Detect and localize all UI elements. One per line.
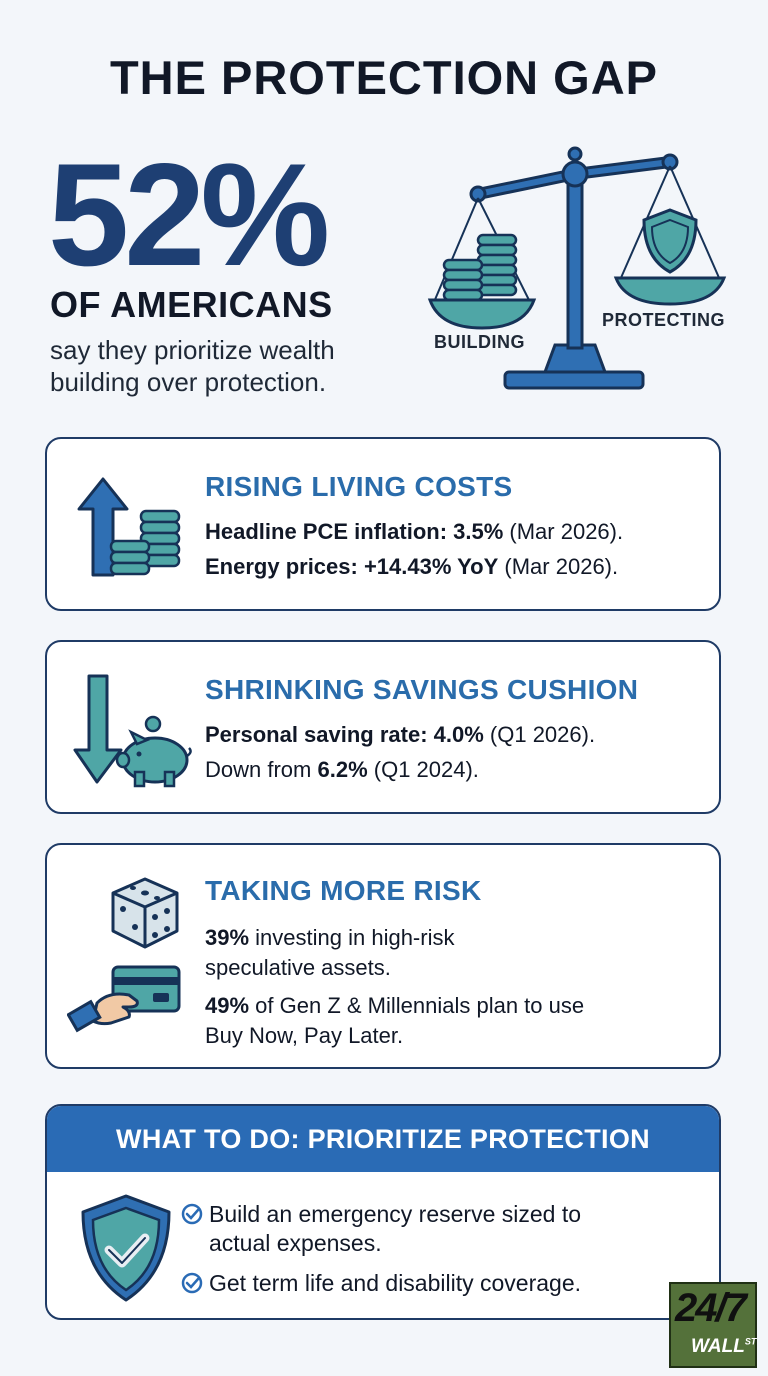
card-line: Personal saving rate: 4.0% (Q1 2026). <box>205 722 596 747</box>
card-line: speculative assets. <box>205 955 391 980</box>
shield-check-icon <box>77 1192 175 1309</box>
card-line: Buy Now, Pay Later. <box>205 1023 404 1048</box>
check-circle-icon <box>181 1203 203 1225</box>
card-rising-living-costs: RISING LIVING COSTS Headline PCE inflati… <box>45 437 721 611</box>
action-box: WHAT TO DO: PRIORITIZE PROTECTION Build … <box>45 1104 721 1320</box>
arrow-up-coins-icon <box>77 475 189 590</box>
card-line: 49% of Gen Z & Millennials plan to use <box>205 993 585 1018</box>
check-circle-icon <box>181 1272 203 1294</box>
hero-description: say they prioritize wealth building over… <box>50 335 335 397</box>
hand-credit-card-icon <box>66 963 183 1048</box>
action-item: Build an emergency reserve sized to actu… <box>181 1200 581 1258</box>
hero-stat: 52% <box>48 133 330 296</box>
card-line: 39% investing in high-risk <box>205 925 455 950</box>
page-title: THE PROTECTION GAP <box>109 51 659 104</box>
dice-icon <box>109 875 181 956</box>
card-line: Down from 6.2% (Q1 2024). <box>205 757 479 782</box>
card-title: SHRINKING SAVINGS CUSHION <box>205 674 639 705</box>
card-taking-more-risk: TAKING MORE RISK 39% investing in high-r… <box>45 843 721 1069</box>
action-title: WHAT TO DO: PRIORITIZE PROTECTION <box>47 1106 719 1172</box>
scale-label-protecting: PROTECTING <box>602 310 726 330</box>
card-line: Energy prices: +14.43% YoY (Mar 2026). <box>205 554 619 579</box>
scale-label-building: BUILDING <box>434 332 525 352</box>
hero-subject: OF AMERICANS <box>50 284 333 325</box>
card-shrinking-savings: SHRINKING SAVINGS CUSHION Personal savin… <box>45 640 721 814</box>
balance-scale-icon: BUILDING PROTECTING <box>420 140 750 400</box>
card-title: RISING LIVING COSTS <box>205 471 513 502</box>
arrow-down-piggy-bank-icon <box>73 672 193 795</box>
card-line: Headline PCE inflation: 3.5% (Mar 2026). <box>205 519 624 544</box>
logo: 24/7 WALLST <box>669 1282 757 1368</box>
action-item: Get term life and disability coverage. <box>181 1269 581 1298</box>
card-title: TAKING MORE RISK <box>205 875 482 906</box>
